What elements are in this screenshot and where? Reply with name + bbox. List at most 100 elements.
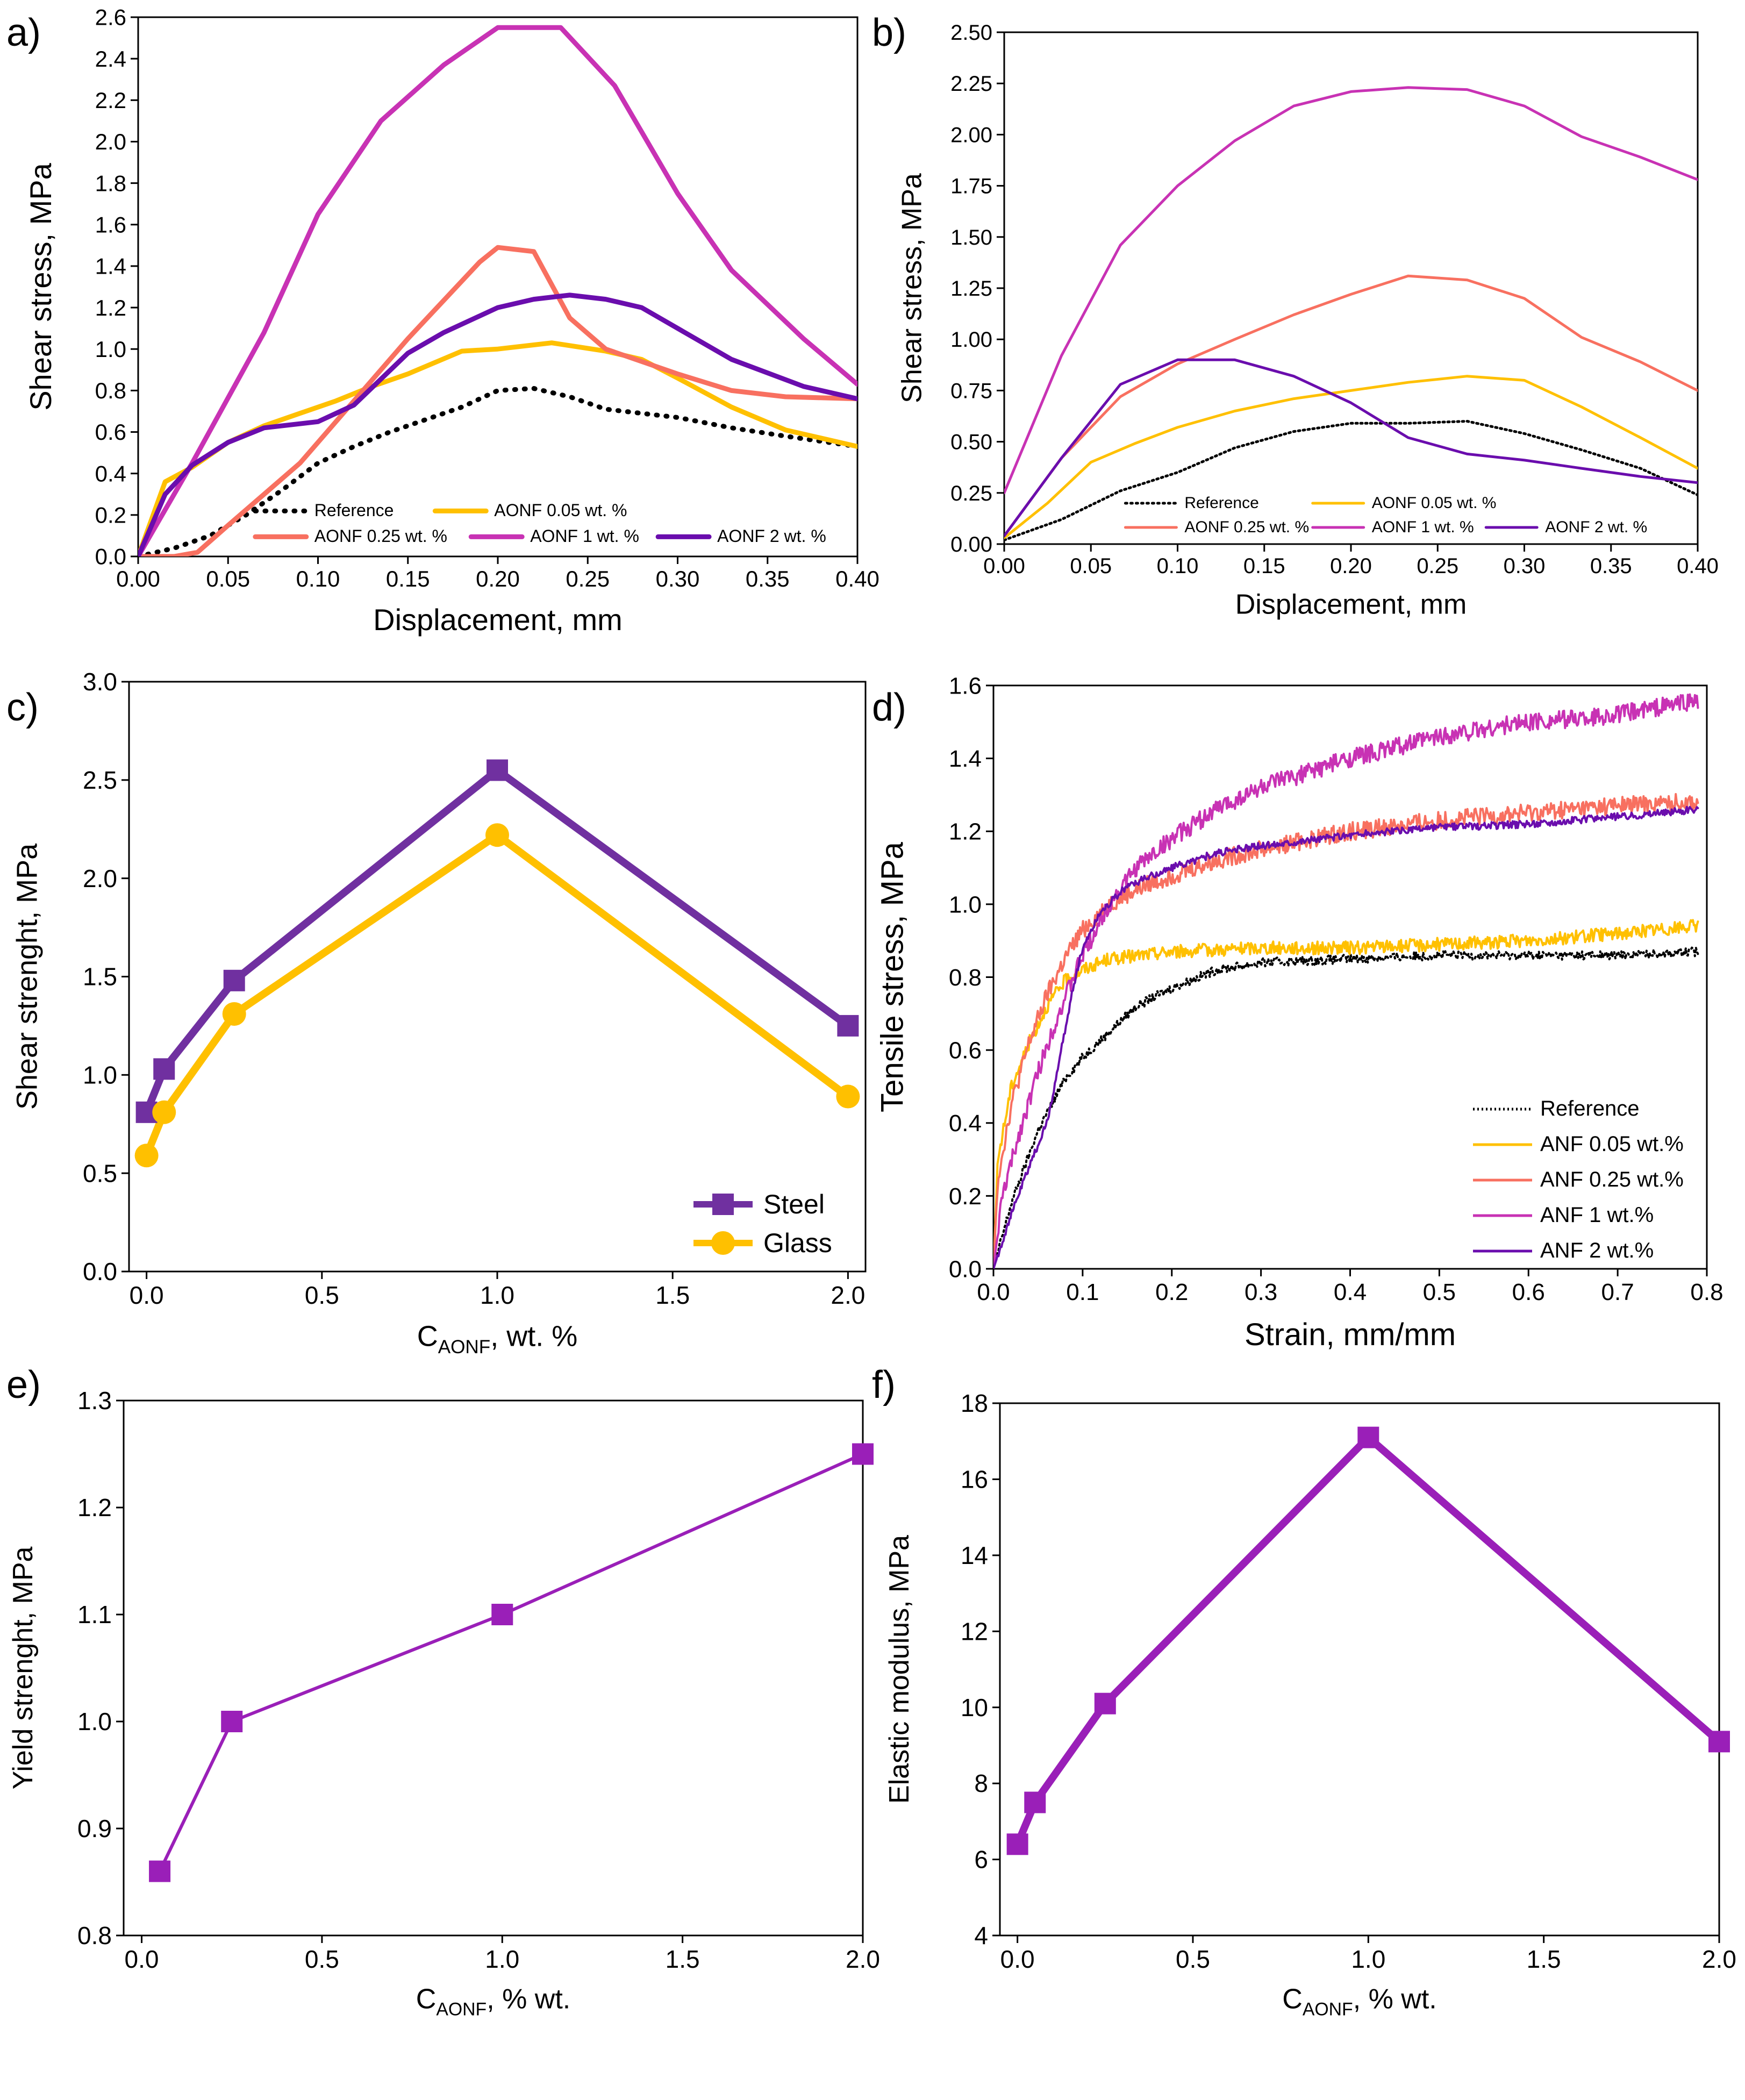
y-tick-label: 0.0 xyxy=(949,1256,982,1282)
legend-label: ANF 2 wt.% xyxy=(1540,1239,1654,1262)
series-line xyxy=(1004,358,1698,538)
y-axis-title: Shear stress, MPa xyxy=(24,162,58,410)
y-tick-label: 0.50 xyxy=(950,431,992,454)
y-tick-label: 1.25 xyxy=(950,277,992,301)
data-point xyxy=(852,1443,874,1465)
y-tick-label: 1.4 xyxy=(949,746,982,772)
x-tick-label: 0.5 xyxy=(1176,1945,1210,1973)
y-tick-label: 1.50 xyxy=(950,226,992,249)
x-axis-title-subscript: AONF xyxy=(438,1337,490,1358)
data-point xyxy=(134,1144,159,1168)
x-tick-label: 0.7 xyxy=(1601,1279,1634,1305)
x-tick-label: 0.00 xyxy=(983,554,1025,578)
legend: Reference AONF 0.05 wt. % AONF 0.25 wt. % A… xyxy=(1124,494,1647,536)
chart-panel-f: f) 0.0 0.5 1.0 1.5 2.0 4 6 8 10 12 14 16 18 CAONF, % w… xyxy=(872,1363,1736,2019)
y-tick-label: 1.0 xyxy=(949,891,982,918)
data-point xyxy=(221,1711,243,1732)
chart-panel-c: c) 0.0 0.5 1.0 1.5 2.0 0.0 0.5 1.0 1.5 2.0 2.5 3.0 CA… xyxy=(6,668,867,1358)
data-point xyxy=(153,1058,175,1080)
x-tick-label: 0.5 xyxy=(305,1281,339,1309)
data-point xyxy=(1708,1731,1730,1753)
legend-marker xyxy=(711,1231,735,1255)
legend-label: Reference xyxy=(1540,1097,1640,1120)
x-tick-label: 0.2 xyxy=(1155,1279,1188,1305)
panel-label: f) xyxy=(872,1363,896,1406)
legend: Reference ANF 0.05 wt.% ANF 0.25 wt.% ANF 1… xyxy=(1473,1097,1684,1262)
x-tick-label: 0.15 xyxy=(386,566,430,591)
legend-label: AONF 0.05 wt. % xyxy=(494,501,627,520)
y-tick-label: 1.3 xyxy=(77,1387,112,1415)
y-tick-label: 16 xyxy=(961,1466,988,1494)
legend-label: AONF 1 wt. % xyxy=(1372,518,1474,536)
legend-label: AONF 0.05 wt. % xyxy=(1372,494,1497,512)
legend: Reference AONF 0.05 wt. % AONF 0.25 wt. % A… xyxy=(253,501,826,546)
y-axis-title: Shear strenght, MPa xyxy=(11,843,44,1110)
series-line xyxy=(1004,274,1698,538)
x-tick-label: 2.0 xyxy=(1702,1945,1736,1973)
legend-label: Reference xyxy=(1184,494,1258,512)
y-axis-title: Tensile stress, MPa xyxy=(875,841,910,1112)
x-axis-title-unit: , % wt. xyxy=(487,1983,570,2015)
y-tick-label: 1.2 xyxy=(95,295,126,320)
x-tick-label: 0.25 xyxy=(566,566,610,591)
legend-label: AONF 2 wt. % xyxy=(1545,518,1647,536)
panel-label: c) xyxy=(6,686,39,729)
x-tick-label: 1.0 xyxy=(485,1945,519,1973)
y-tick-label: 0.8 xyxy=(77,1922,112,1949)
x-tick-label: 0.1 xyxy=(1066,1279,1099,1305)
y-tick-label: 2.6 xyxy=(95,5,126,30)
plot-frame xyxy=(999,1402,1720,1937)
series-line xyxy=(138,292,857,556)
y-tick-label: 0.4 xyxy=(949,1110,982,1137)
data-point xyxy=(485,823,509,847)
y-tick-label: 8 xyxy=(974,1769,988,1797)
y-tick-label: 0.8 xyxy=(949,965,982,991)
legend-label: AONF 0.25 wt. % xyxy=(1184,518,1309,536)
series-line xyxy=(1004,375,1698,540)
y-tick-label: 1.00 xyxy=(950,328,992,352)
y-tick-label: 2.4 xyxy=(95,46,126,72)
y-tick-label: 0.0 xyxy=(83,1258,117,1285)
x-tick-label: 1.5 xyxy=(655,1281,690,1309)
y-tick-label: 0.4 xyxy=(95,461,126,486)
x-tick-label: 0.8 xyxy=(1690,1279,1723,1305)
y-tick-label: 10 xyxy=(961,1694,988,1722)
x-tick-label: 0.30 xyxy=(656,566,700,591)
x-tick-label: 0.4 xyxy=(1334,1279,1367,1305)
x-tick-label: 0.0 xyxy=(1000,1945,1035,1973)
x-tick-label: 0.25 xyxy=(1417,554,1458,578)
y-tick-label: 1.6 xyxy=(95,212,126,237)
legend-label: AONF 2 wt. % xyxy=(717,526,826,546)
y-tick-label: 2.50 xyxy=(950,21,992,45)
series-line xyxy=(138,245,857,556)
y-tick-label: 18 xyxy=(961,1389,988,1417)
legend-label: Reference xyxy=(314,501,394,520)
chart-panel-b: b) 0.00 0.05 0.10 0.15 0.20 0.25 0.30 0.35 0.40 0.… xyxy=(872,11,1719,620)
series-line xyxy=(142,831,852,1160)
series-line xyxy=(993,805,1699,1269)
y-tick-label: 0.2 xyxy=(95,503,126,528)
y-tick-label: 2.0 xyxy=(83,865,117,892)
x-tick-label: 0.05 xyxy=(1070,554,1112,578)
y-tick-label: 1.5 xyxy=(83,963,117,991)
y-tick-label: 1.75 xyxy=(950,175,992,198)
data-point xyxy=(491,1604,513,1625)
series-line xyxy=(993,793,1699,1269)
x-tick-label: 0.00 xyxy=(116,566,160,591)
y-tick-label: 2.5 xyxy=(83,766,117,794)
legend-label: ANF 0.05 wt.% xyxy=(1540,1132,1684,1156)
legend-label: ANF 1 wt.% xyxy=(1540,1203,1654,1227)
y-tick-label: 3.0 xyxy=(83,668,117,696)
y-tick-label: 1.6 xyxy=(949,673,982,699)
chart-panel-a: a) 0.00 0.05 0.10 0.15 0.20 0.25 0.30 0.35 0.40 0.… xyxy=(6,5,879,637)
panel-label: e) xyxy=(6,1363,41,1406)
x-tick-label: 0.20 xyxy=(1330,554,1372,578)
series-line xyxy=(138,386,857,556)
y-tick-label: 0.6 xyxy=(95,419,126,445)
data-point xyxy=(1357,1426,1379,1448)
x-tick-label: 0.40 xyxy=(835,566,879,591)
x-tick-label: 0.20 xyxy=(476,566,520,591)
legend-label: AONF 0.25 wt. % xyxy=(314,526,447,546)
chart-panel-d: d) 0.0 0.1 0.2 0.3 0.4 0.5 0.6 0.7 0.8 0.0 0.2 0.4 0.… xyxy=(872,673,1723,1352)
